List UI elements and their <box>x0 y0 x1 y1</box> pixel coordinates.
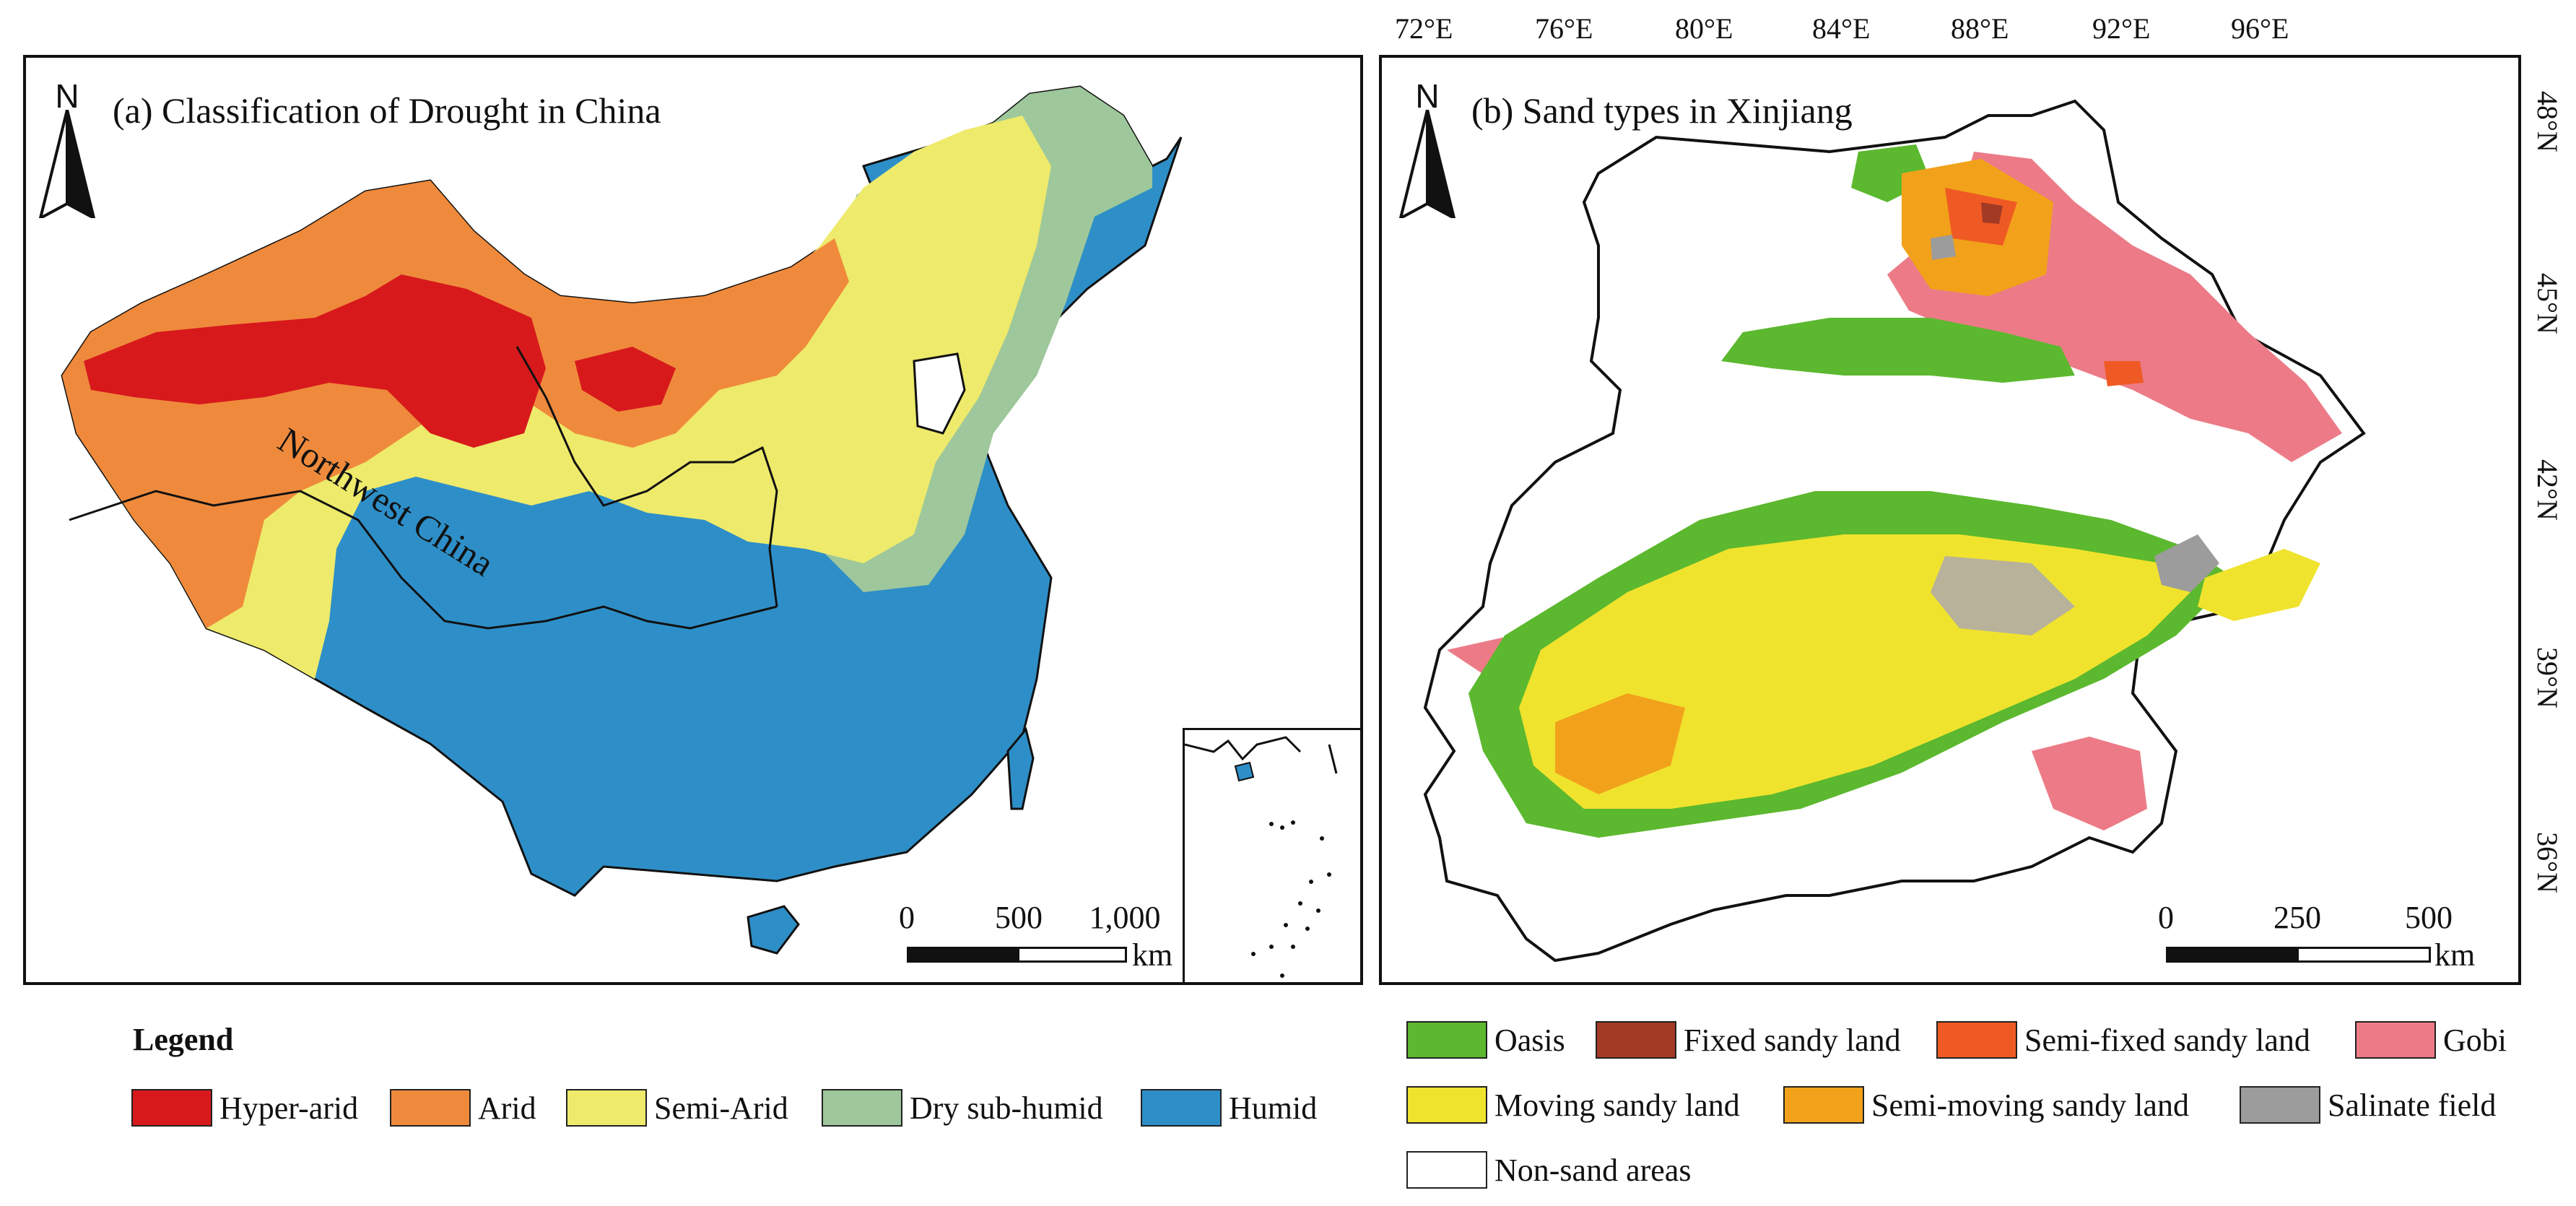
legend-item-fixed-sandy-land: Fixed sandy land <box>1596 1021 1901 1059</box>
scale-tick: 250 <box>2273 900 2321 935</box>
scale-tick: 0 <box>2158 900 2174 935</box>
legend-swatch <box>1596 1021 1676 1059</box>
longitude-label: 84°E <box>1812 12 1871 45</box>
north-arrow: N <box>1395 77 1460 218</box>
scale-unit: km <box>1132 937 1173 973</box>
legend-item-humid: Humid <box>1141 1089 1317 1127</box>
legend-swatch <box>2240 1086 2320 1124</box>
legend-item-salinate-field: Salinate field <box>2240 1086 2496 1124</box>
legend-label: Hyper-arid <box>219 1090 359 1126</box>
area-salinate-lopnur <box>2154 534 2219 592</box>
scale-unit: km <box>2434 937 2476 973</box>
panel-a-title: (a) Classification of Drought in China <box>113 90 661 131</box>
legend-title: Legend <box>133 1022 234 1057</box>
scale-bar-empty <box>2297 947 2431 963</box>
legend-label: Non-sand areas <box>1494 1152 1692 1188</box>
scale-bar-filled <box>907 947 1019 963</box>
scale-tick: 500 <box>2405 900 2453 935</box>
taiwan-island <box>1006 726 1035 810</box>
longitude-label: 92°E <box>2092 12 2151 45</box>
northwest-boundary <box>69 490 778 630</box>
legend-item-hyper-arid: Hyper-arid <box>131 1089 358 1127</box>
latitude-label: 48°N <box>2531 91 2564 152</box>
legend-label: Semi-Arid <box>654 1090 788 1126</box>
legend-item-semi-arid: Semi-Arid <box>566 1089 788 1127</box>
area-salinate-center <box>1931 556 2075 635</box>
xinjiang-sand-map <box>1423 99 2366 963</box>
region-hyper-arid-east <box>575 347 676 412</box>
area-semi-fixed-east <box>2104 361 2144 386</box>
northwest-boundary-inner <box>515 346 778 607</box>
legend-label: Dry sub-humid <box>910 1090 1103 1126</box>
legend-swatch <box>390 1089 471 1127</box>
xinjiang-sand-map-panel: (b) Sand types in Xinjiang N 0 250 500 k… <box>1379 55 2521 985</box>
legend-item-dry-sub-humid: Dry sub-humid <box>822 1089 1103 1127</box>
legend-label: Salinate field <box>2328 1087 2497 1123</box>
legend-swatch <box>131 1089 212 1127</box>
legend-item-semi-fixed-sandy-land: Semi-fixed sandy land <box>1936 1021 2310 1059</box>
legend-swatch <box>1141 1089 1222 1127</box>
legend-item-arid: Arid <box>390 1089 536 1127</box>
area-fixed-junggar <box>1945 188 2017 246</box>
longitude-label: 96°E <box>2231 12 2289 45</box>
area-oasis-north <box>1721 318 2075 383</box>
legend-item-moving-sandy-land: Moving sandy land <box>1406 1086 1740 1124</box>
area-semi-moving-sw <box>1555 693 1685 794</box>
legend-item-gobi: Gobi <box>2355 1021 2507 1059</box>
region-arid <box>62 181 849 628</box>
china-drought-map-panel: (a) Classification of Drought in China N… <box>23 55 1363 985</box>
longitude-label: 80°E <box>1675 12 1733 45</box>
latitude-label: 39°N <box>2531 647 2564 708</box>
legend-swatch <box>822 1089 902 1127</box>
scale-tick: 0 <box>899 900 915 935</box>
north-arrow: N <box>35 77 100 218</box>
north-arrow-icon <box>1398 110 1456 218</box>
legend-item-oasis: Oasis <box>1406 1021 1565 1059</box>
legend-label: Moving sandy land <box>1494 1087 1740 1123</box>
area-salinate-north <box>1931 235 1956 260</box>
legend-label: Oasis <box>1494 1022 1565 1058</box>
area-moving-east <box>2198 549 2320 621</box>
latitude-label: 45°N <box>2531 273 2564 334</box>
scale-bar-a: 0 500 1,000 km <box>871 899 1188 979</box>
longitude-label: 76°E <box>1535 12 1593 45</box>
legend-label: Fixed sandy land <box>1684 1022 1901 1058</box>
scale-bar-empty <box>1017 947 1127 963</box>
legend-swatch <box>1783 1086 1864 1124</box>
hainan-island <box>747 905 800 955</box>
north-label: N <box>1415 77 1440 115</box>
legend-label: Gobi <box>2443 1022 2507 1058</box>
longitude-label: 72°E <box>1395 12 1453 45</box>
area-gobi-south <box>2032 737 2147 830</box>
legend-label: Semi-fixed sandy land <box>2024 1022 2310 1058</box>
legend-label: Arid <box>478 1090 536 1126</box>
legend-swatch <box>1406 1021 1487 1059</box>
legend-item-semi-moving-sandy-land: Semi-moving sandy land <box>1783 1086 2189 1124</box>
south-china-sea-inset <box>1183 728 1360 982</box>
latitude-label: 36°N <box>2531 832 2564 893</box>
scale-bar-b: 0 250 500 km <box>2140 899 2486 979</box>
scale-tick: 500 <box>995 900 1043 935</box>
scale-tick: 1,000 <box>1089 900 1161 935</box>
legend-swatch <box>1936 1021 2017 1059</box>
legend-swatch <box>1406 1151 1487 1189</box>
bohai-sea <box>913 352 966 435</box>
china-drought-map <box>61 85 1183 955</box>
scale-bar-filled <box>2166 947 2299 963</box>
longitude-label: 88°E <box>1951 12 2009 45</box>
legend-label: Humid <box>1229 1090 1318 1126</box>
north-label: N <box>55 77 79 115</box>
legend-swatch <box>2355 1021 2436 1059</box>
legend-swatch <box>566 1089 647 1127</box>
legend-swatch <box>1406 1086 1487 1124</box>
latitude-label: 42°N <box>2531 459 2564 521</box>
legend-label: Semi-moving sandy land <box>1871 1087 2189 1123</box>
region-hyper-arid <box>84 274 546 448</box>
south-sea-islands <box>1184 736 1338 978</box>
legend-item-non-sand-areas: Non-sand areas <box>1406 1151 1691 1189</box>
north-arrow-icon <box>38 110 96 218</box>
area-fixed-dark <box>1981 202 2003 224</box>
panel-b-title: (b) Sand types in Xinjiang <box>1471 90 1853 131</box>
